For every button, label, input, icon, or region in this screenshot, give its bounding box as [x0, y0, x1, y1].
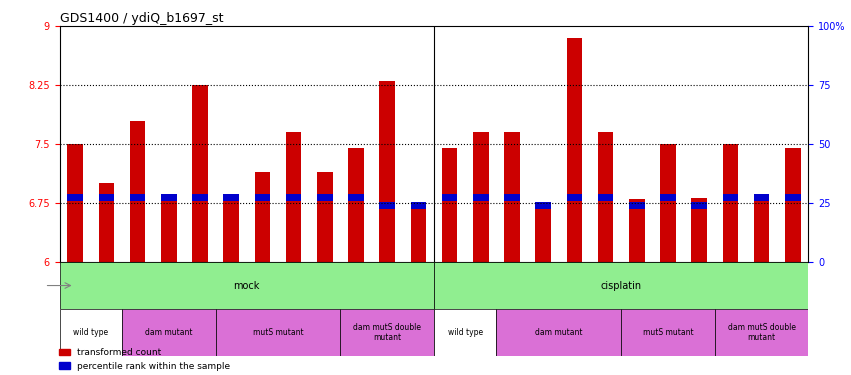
FancyBboxPatch shape	[122, 309, 215, 356]
Bar	[691, 202, 707, 208]
Bar	[473, 132, 488, 262]
Bar	[535, 206, 551, 262]
Bar	[660, 144, 676, 262]
Text: dam mutS double
mutant: dam mutS double mutant	[353, 323, 421, 342]
Bar	[691, 198, 707, 262]
Text: dam mutS double
mutant: dam mutS double mutant	[728, 323, 796, 342]
Bar	[567, 194, 582, 201]
Bar	[161, 199, 176, 262]
FancyBboxPatch shape	[715, 309, 808, 356]
Bar	[504, 132, 520, 262]
Bar	[192, 85, 208, 262]
Bar	[223, 195, 239, 262]
Bar	[129, 120, 146, 262]
Bar	[785, 148, 801, 262]
Bar	[129, 194, 146, 201]
FancyBboxPatch shape	[621, 309, 715, 356]
Bar	[597, 194, 614, 201]
Text: wild type: wild type	[448, 328, 483, 337]
Bar	[67, 194, 83, 201]
FancyBboxPatch shape	[340, 309, 434, 356]
Text: mock: mock	[234, 280, 260, 291]
Text: GDS1400 / ydiQ_b1697_st: GDS1400 / ydiQ_b1697_st	[60, 12, 223, 25]
Bar	[567, 38, 582, 262]
Text: mutS mutant: mutS mutant	[253, 328, 303, 337]
FancyBboxPatch shape	[60, 309, 122, 356]
FancyBboxPatch shape	[496, 309, 621, 356]
Bar	[348, 148, 363, 262]
Bar	[192, 194, 208, 201]
Bar	[629, 202, 644, 208]
Bar	[161, 194, 176, 201]
Bar	[99, 194, 114, 201]
Bar	[442, 194, 458, 201]
Text: cisplatin: cisplatin	[601, 280, 642, 291]
Bar	[504, 194, 520, 201]
Bar	[473, 194, 488, 201]
Bar	[99, 183, 114, 262]
Text: dam mutant: dam mutant	[535, 328, 583, 337]
FancyBboxPatch shape	[434, 309, 496, 356]
Bar	[629, 199, 644, 262]
Bar	[380, 202, 395, 208]
Bar	[535, 202, 551, 208]
Text: wild type: wild type	[73, 328, 108, 337]
Bar	[754, 195, 769, 262]
Bar	[286, 194, 301, 201]
Bar	[67, 144, 83, 262]
Bar	[722, 194, 738, 201]
Bar	[286, 132, 301, 262]
Bar	[380, 81, 395, 262]
Bar	[223, 194, 239, 201]
Bar	[754, 194, 769, 201]
Bar	[317, 194, 333, 201]
Bar	[254, 172, 271, 262]
Bar	[410, 202, 426, 208]
Bar	[785, 194, 801, 201]
FancyBboxPatch shape	[215, 309, 340, 356]
Bar	[660, 194, 676, 201]
Bar	[410, 206, 426, 262]
Bar	[317, 172, 333, 262]
FancyBboxPatch shape	[434, 262, 808, 309]
Bar	[442, 148, 458, 262]
Bar	[254, 194, 271, 201]
Bar	[722, 144, 738, 262]
FancyBboxPatch shape	[60, 262, 434, 309]
Text: mutS mutant: mutS mutant	[643, 328, 694, 337]
Legend: transformed count, percentile rank within the sample: transformed count, percentile rank withi…	[55, 345, 234, 374]
Bar	[348, 194, 363, 201]
Text: dam mutant: dam mutant	[145, 328, 192, 337]
Bar	[597, 132, 614, 262]
